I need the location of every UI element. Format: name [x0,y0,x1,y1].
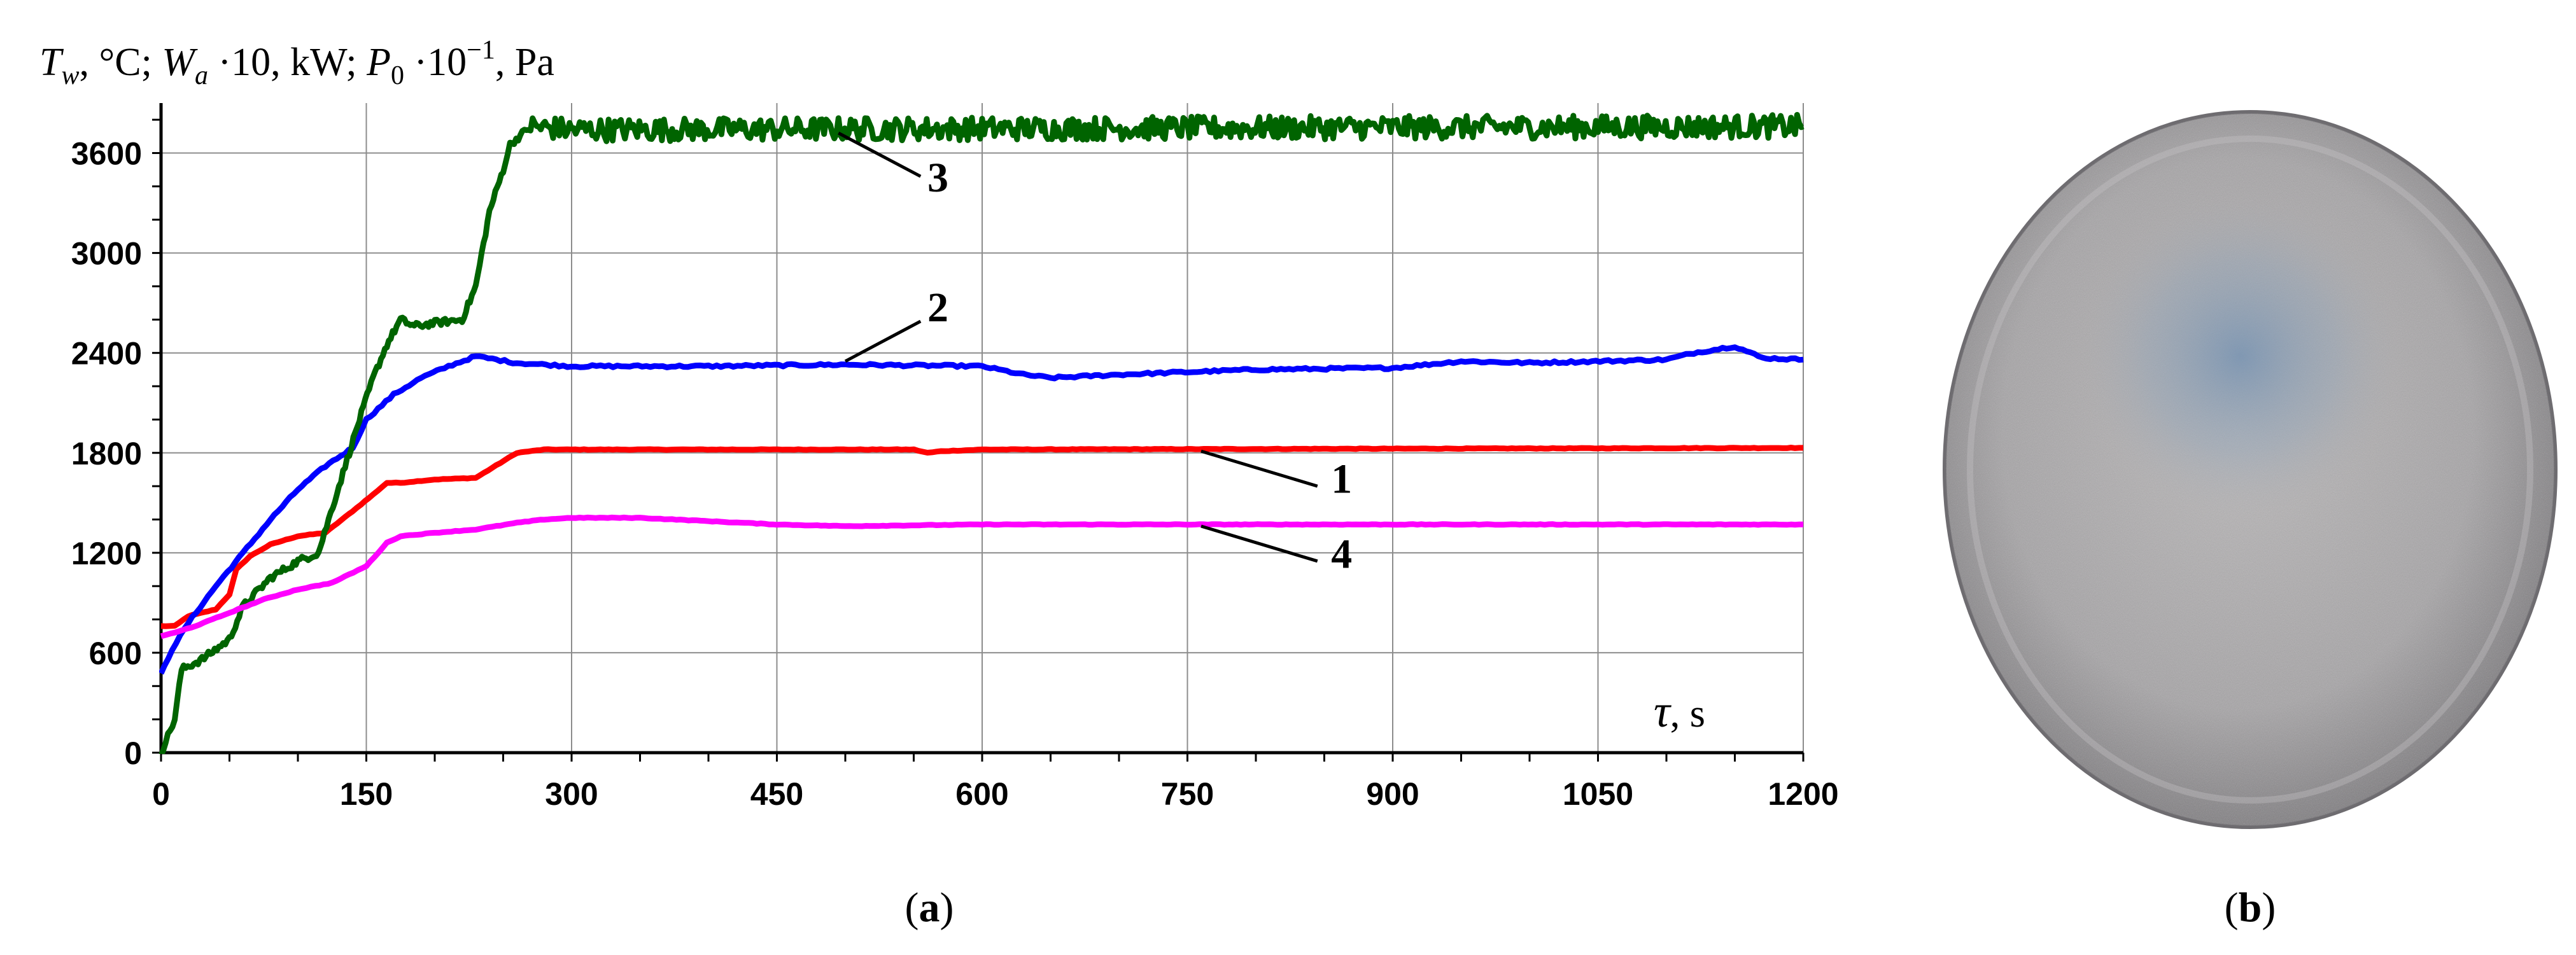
curve-leader-3 [838,131,922,178]
curve-labels: 1 2 3 4 [927,155,1352,578]
series-line-1 [160,445,1803,629]
curve-leader-1 [1200,449,1318,488]
x-tick-labels: 0 150 300 450 600 750 900 1050 1200 [152,776,1839,812]
grid [161,103,1804,753]
y-tick-label: 3000 [71,236,142,272]
curve-label-4: 4 [1331,531,1352,577]
curve-label-leaders [838,131,1318,563]
y-axis-label: Tw, °C; Wa ·10, kW; P0 ·10−1, Pa [39,36,554,90]
x-axis-label: τ, s [1654,686,1705,737]
x-tick-label: 600 [955,776,1008,812]
curve-label-3: 3 [927,155,948,201]
x-tick-label: 1050 [1563,776,1633,812]
chart-a: 0 150 300 450 600 750 900 1050 1200 0 600 1200 1800… [39,36,1839,812]
curve-label-2: 2 [927,284,948,331]
curve-label-1: 1 [1331,456,1352,503]
y-tick-label: 1800 [71,436,142,471]
series-layer [159,112,1805,754]
y-tick-label: 600 [89,636,142,671]
series-line-4 [160,514,1803,639]
x-tick-label: 750 [1161,776,1214,812]
y-tick-label: 3600 [71,136,142,172]
specimen-disk-photo [1943,110,2558,829]
panel-label-a: (a) [905,884,954,931]
x-tick-label: 900 [1366,776,1419,812]
x-tick-label: 1200 [1768,776,1838,812]
y-tick-label: 0 [124,735,142,771]
x-tick-label: 150 [340,776,393,812]
y-tick-label: 2400 [71,336,142,372]
y-tick-labels: 0 600 1200 1800 2400 3000 3600 [71,136,142,771]
series-line-3 [159,112,1805,754]
curve-leader-4 [1200,524,1318,563]
x-tick-label: 450 [750,776,803,812]
panel-label-b: (b) [2225,884,2276,931]
series-line-2 [159,344,1804,675]
axes [152,103,1805,762]
curve-leader-2 [844,319,922,363]
x-tick-label: 0 [152,776,170,812]
y-tick-label: 1200 [71,536,142,571]
x-tick-label: 300 [545,776,598,812]
